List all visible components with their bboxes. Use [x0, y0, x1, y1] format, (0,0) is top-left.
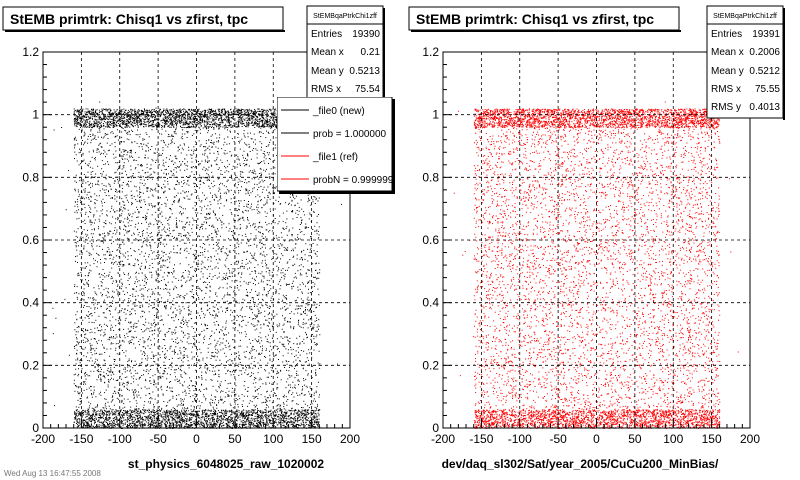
stats-label: Mean x [711, 47, 744, 58]
y-tick-label: 0.2 [422, 358, 439, 372]
x-tick-label: -50 [149, 432, 167, 446]
stats-box-right: StEMBqaPtrkChi1zff Entries 19391 Mean x … [706, 5, 785, 120]
y-tick-label: 0 [432, 421, 439, 435]
y-tick-label: 0.8 [422, 170, 439, 184]
x-axis-label-right: dev/daq_sl302/Sat/year_2005/CuCu200_MinB… [442, 457, 719, 471]
legend-entry: _file1 (ref) [312, 152, 358, 163]
x-tick-label: 150 [302, 432, 322, 446]
x-tick-label: -50 [549, 432, 567, 446]
stats-value: 19391 [752, 29, 780, 40]
stats-value: 0.5212 [749, 66, 780, 77]
stats-value: 75.55 [755, 84, 780, 95]
axis-ticks-left: -200 -150 -100 -50 0 50 100 150 200 0 0.2 0.4 0.6 0.8… [22, 45, 360, 446]
x-tick-label: 200 [340, 432, 360, 446]
stats-label: RMS y [711, 102, 741, 113]
panel-right: -200 -150 -100 -50 0 50 100 150 200 0 0.2 0.4 0.6 0.8… [408, 5, 785, 471]
stats-label: Mean x [311, 47, 344, 58]
stats-value: 0.2006 [749, 47, 780, 58]
stats-value: 0.5213 [349, 66, 380, 77]
legend-entry: probN = 0.999999 [313, 175, 394, 186]
grid-right [443, 52, 750, 428]
stats-label: Mean y [311, 66, 344, 77]
y-tick-label: 0.2 [22, 358, 39, 372]
y-tick-label: 1.2 [422, 45, 439, 59]
x-tick-label: 100 [663, 432, 683, 446]
y-tick-label: 0.6 [422, 233, 439, 247]
y-tick-label: 0.4 [422, 296, 439, 310]
stats-value: 0.21 [361, 47, 381, 58]
stats-value: 0.4013 [749, 102, 780, 113]
stats-label: Entries [711, 29, 742, 40]
x-tick-label: -200 [431, 432, 455, 446]
x-tick-label: 0 [593, 432, 600, 446]
x-tick-label: -150 [469, 432, 493, 446]
x-axis-label-left: st_physics_6048025_raw_1020002 [128, 457, 324, 471]
x-tick-label: -100 [108, 432, 132, 446]
x-tick-label: 200 [740, 432, 760, 446]
legend-entry: prob = 1.000000 [313, 129, 387, 140]
chart-title-right: StEMB primtrk: Chisq1 vs zfirst, tpc [416, 11, 654, 27]
stats-name-left: StEMBqaPtrkChi1zff [313, 13, 377, 20]
legend-box: _file0 (new) prob = 1.000000 _file1 (ref… [277, 97, 395, 194]
x-tick-label: 50 [628, 432, 642, 446]
x-tick-label: -100 [508, 432, 532, 446]
stats-label: Mean y [711, 66, 744, 77]
y-tick-label: 0.4 [22, 296, 39, 310]
x-tick-label: 100 [263, 432, 283, 446]
y-tick-label: 0.6 [22, 233, 39, 247]
x-tick-label: 0 [193, 432, 200, 446]
legend-entry: _file0 (new) [312, 106, 365, 117]
y-tick-label: 1 [32, 108, 39, 122]
y-tick-label: 1 [432, 108, 439, 122]
chart-title-left: StEMB primtrk: Chisq1 vs zfirst, tpc [10, 11, 248, 27]
x-tick-label: 50 [228, 432, 242, 446]
panel-left: -200 -150 -100 -50 0 50 100 150 200 0 0.2 0.4 0.6 0.8… [2, 5, 395, 471]
x-tick-label: -200 [31, 432, 55, 446]
stats-name-right: StEMBqaPtrkChi1zff [713, 13, 777, 20]
y-tick-label: 0 [32, 421, 39, 435]
x-tick-label: -150 [69, 432, 93, 446]
stats-label: RMS x [711, 84, 741, 95]
axis-ticks-right: -200 -150 -100 -50 0 50 100 150 200 0 0.2 0.4 0.6 0.8… [422, 45, 760, 446]
stats-value: 19390 [352, 29, 380, 40]
stats-label: Entries [311, 29, 342, 40]
footer-timestamp: Wed Aug 13 16:47:55 2008 [4, 469, 101, 478]
x-tick-label: 150 [702, 432, 722, 446]
stats-label: RMS x [311, 84, 341, 95]
stats-box-left: StEMBqaPtrkChi1zff Entries 19390 Mean x … [306, 5, 385, 104]
y-tick-label: 0.8 [22, 170, 39, 184]
y-tick-label: 1.2 [22, 45, 39, 59]
stats-value: 75.54 [355, 84, 380, 95]
